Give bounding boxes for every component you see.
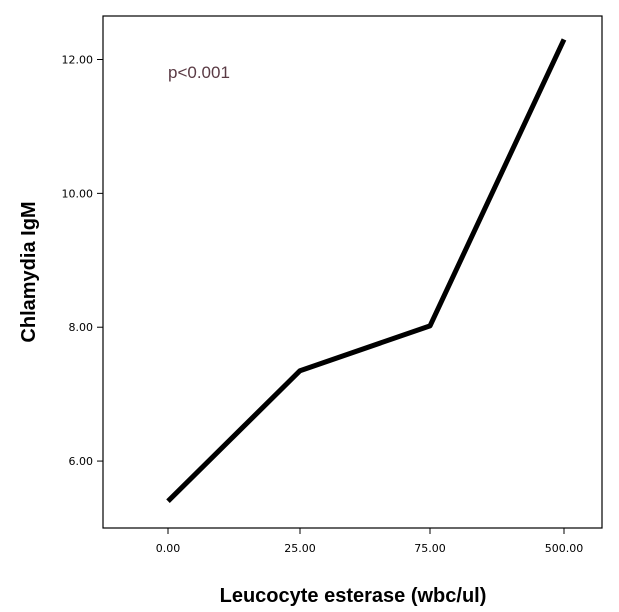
x-axis-title: Leucocyte esterase (wbc/ul) [220, 585, 487, 607]
y-tick-label: 12.00 [62, 54, 94, 67]
y-axis-title: Chlamydia IgM [18, 201, 40, 342]
x-tick-label: 0.00 [156, 542, 181, 555]
plot-frame [102, 15, 603, 529]
p-value-annotation: p<0.001 [168, 63, 230, 82]
y-tick-label: 6.00 [69, 455, 94, 468]
y-tick-label: 10.00 [62, 187, 94, 200]
y-axis-ticks: 6.00 8.00 10.00 12.00 [62, 54, 103, 468]
series-line [166, 38, 567, 503]
y-tick-label: 8.00 [69, 321, 94, 334]
x-tick-label: 25.00 [284, 542, 316, 555]
x-tick-label: 500.00 [545, 542, 584, 555]
x-axis-ticks: 0.00 25.00 75.00 500.00 [156, 528, 584, 555]
x-tick-label: 75.00 [414, 542, 446, 555]
